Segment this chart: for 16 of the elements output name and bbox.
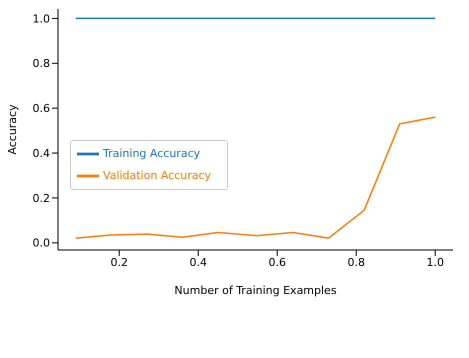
x-tick-label: 0.8 [347, 256, 365, 269]
y-tick-label: 0.8 [32, 57, 50, 70]
x-tick-label: 0.2 [110, 256, 128, 269]
x-tick-label: 0.4 [189, 256, 207, 269]
y-axis-title: Accuracy [6, 104, 19, 155]
x-tick-label: 1.0 [426, 256, 444, 269]
y-tick-label: 0.4 [32, 146, 50, 160]
x-tick-label: 0.6 [268, 256, 286, 269]
y-tick-label: 0.6 [32, 102, 50, 116]
y-tick-label: 0.0 [32, 236, 50, 250]
line-series [75, 116, 436, 239]
y-tick-label: 1.0 [32, 12, 50, 26]
legend-label: Training Accuracy [103, 147, 200, 160]
y-tick-label: 0.2 [32, 192, 50, 205]
x-axis-title: Number of Training Examples [174, 284, 337, 297]
legend-label: Validation Accuracy [103, 169, 212, 182]
